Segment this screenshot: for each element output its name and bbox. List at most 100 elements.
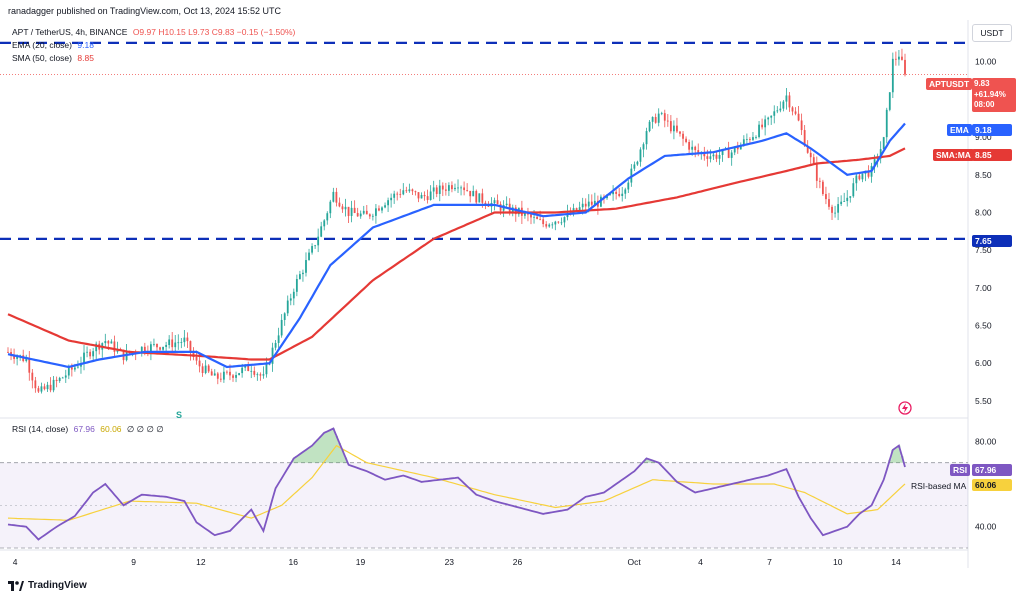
sma-50-line	[7, 147, 906, 361]
candle-body	[238, 373, 241, 376]
candle-body	[639, 149, 642, 162]
candle-body	[302, 272, 304, 275]
candle-body	[742, 139, 745, 145]
candle-body	[150, 344, 152, 353]
candle-body	[782, 101, 785, 109]
candle-body	[198, 360, 201, 367]
ema-legend[interactable]: EMA (20, close) 9.18	[12, 40, 94, 50]
candle-body	[52, 379, 55, 391]
candle-body	[411, 189, 414, 192]
candle-body	[809, 152, 812, 158]
candle-body	[530, 214, 532, 218]
rsi-legend[interactable]: RSI (14, close) 67.96 60.06 ∅ ∅ ∅ ∅	[12, 424, 164, 435]
candle-body	[873, 159, 876, 166]
price-tick-label-2: 9.00	[975, 132, 992, 142]
candle-body	[107, 341, 110, 344]
candle-body	[496, 200, 499, 205]
candle-body	[800, 120, 803, 131]
candle-body	[815, 164, 818, 181]
currency-button[interactable]: USDT	[972, 24, 1012, 42]
candle-body	[855, 175, 858, 184]
candle-body	[779, 108, 782, 111]
candle-body	[159, 347, 161, 350]
rsi-ma-legend-value: 60.06	[100, 424, 122, 434]
candle-body	[539, 218, 542, 220]
candle-body	[168, 339, 171, 346]
candle-body	[162, 346, 164, 350]
candle-body	[43, 386, 46, 390]
candle-body	[58, 377, 61, 381]
price-tick-label-9: 5.50	[975, 396, 992, 406]
candle-body	[463, 187, 466, 191]
candle-body	[457, 187, 459, 189]
candle-body	[837, 204, 840, 213]
candle-body	[843, 201, 846, 202]
time-tick-label-4: 19	[356, 557, 366, 567]
lightning-bolt-icon	[902, 403, 908, 413]
candle-body	[803, 130, 806, 146]
candle-body	[46, 384, 49, 390]
candle-body	[593, 200, 596, 205]
candle-body	[478, 193, 481, 203]
candle-body	[417, 192, 420, 199]
candle-body	[645, 131, 648, 145]
candle-body	[758, 124, 760, 138]
candle-body	[320, 226, 323, 237]
candle-body	[736, 146, 739, 150]
candle-body	[435, 187, 438, 194]
candle-body	[7, 351, 9, 353]
candle-body	[712, 154, 715, 157]
rsi-tick-label-0: 80.00	[975, 436, 997, 446]
candle-body	[13, 355, 15, 359]
rsi-legend-value: 67.96	[73, 424, 95, 434]
candle-body	[533, 216, 535, 218]
candle-body	[840, 201, 843, 205]
candle-body	[475, 190, 478, 203]
candle-body	[311, 246, 313, 253]
candle-body	[28, 358, 31, 373]
candle-body	[201, 366, 204, 373]
candle-body	[745, 139, 748, 140]
time-tick-label-7: Oct	[627, 557, 641, 567]
candle-body	[64, 375, 67, 378]
candle-body	[247, 364, 250, 371]
tradingview-brand: TradingView	[28, 580, 87, 591]
price-change: +61.94%	[974, 89, 1006, 99]
sma-legend[interactable]: SMA (50, close) 8.85	[12, 53, 94, 63]
candle-body	[332, 191, 335, 202]
candle-body	[551, 224, 554, 226]
candle-body	[806, 145, 809, 153]
candle-body	[195, 356, 198, 361]
candle-body	[229, 371, 231, 376]
candle-body	[250, 370, 253, 372]
candle-body	[621, 193, 624, 197]
candle-body	[612, 191, 615, 195]
tradingview-logo[interactable]: TradingView	[8, 580, 87, 591]
candle-body	[770, 115, 773, 118]
candle-body	[481, 193, 484, 203]
candle-body	[423, 195, 426, 197]
candle-body	[697, 150, 700, 153]
symbol-name[interactable]: APT / TetherUS, 4h, BINANCE	[12, 27, 128, 37]
candle-body	[834, 212, 836, 214]
candle-body	[67, 367, 70, 376]
candle-body	[216, 373, 219, 379]
candle-body	[368, 214, 371, 217]
candle-body	[676, 125, 678, 132]
candle-body	[648, 121, 651, 132]
candle-body	[256, 374, 259, 376]
rsi-tick-label-1: 40.00	[975, 522, 997, 532]
candle-body	[165, 345, 168, 347]
candle-body	[174, 342, 177, 348]
candle-body	[554, 221, 557, 225]
candle-body	[280, 319, 283, 336]
candle-body	[444, 189, 447, 191]
published-header: ranadagger published on TradingView.com,…	[8, 6, 282, 16]
candle-body	[454, 187, 456, 190]
rsi-legend-extra: ∅ ∅ ∅ ∅	[126, 424, 164, 434]
time-tick-label-0: 4	[13, 557, 18, 567]
time-tick-label-5: 23	[445, 557, 455, 567]
candle-body	[396, 193, 399, 195]
candle-body	[37, 388, 40, 392]
